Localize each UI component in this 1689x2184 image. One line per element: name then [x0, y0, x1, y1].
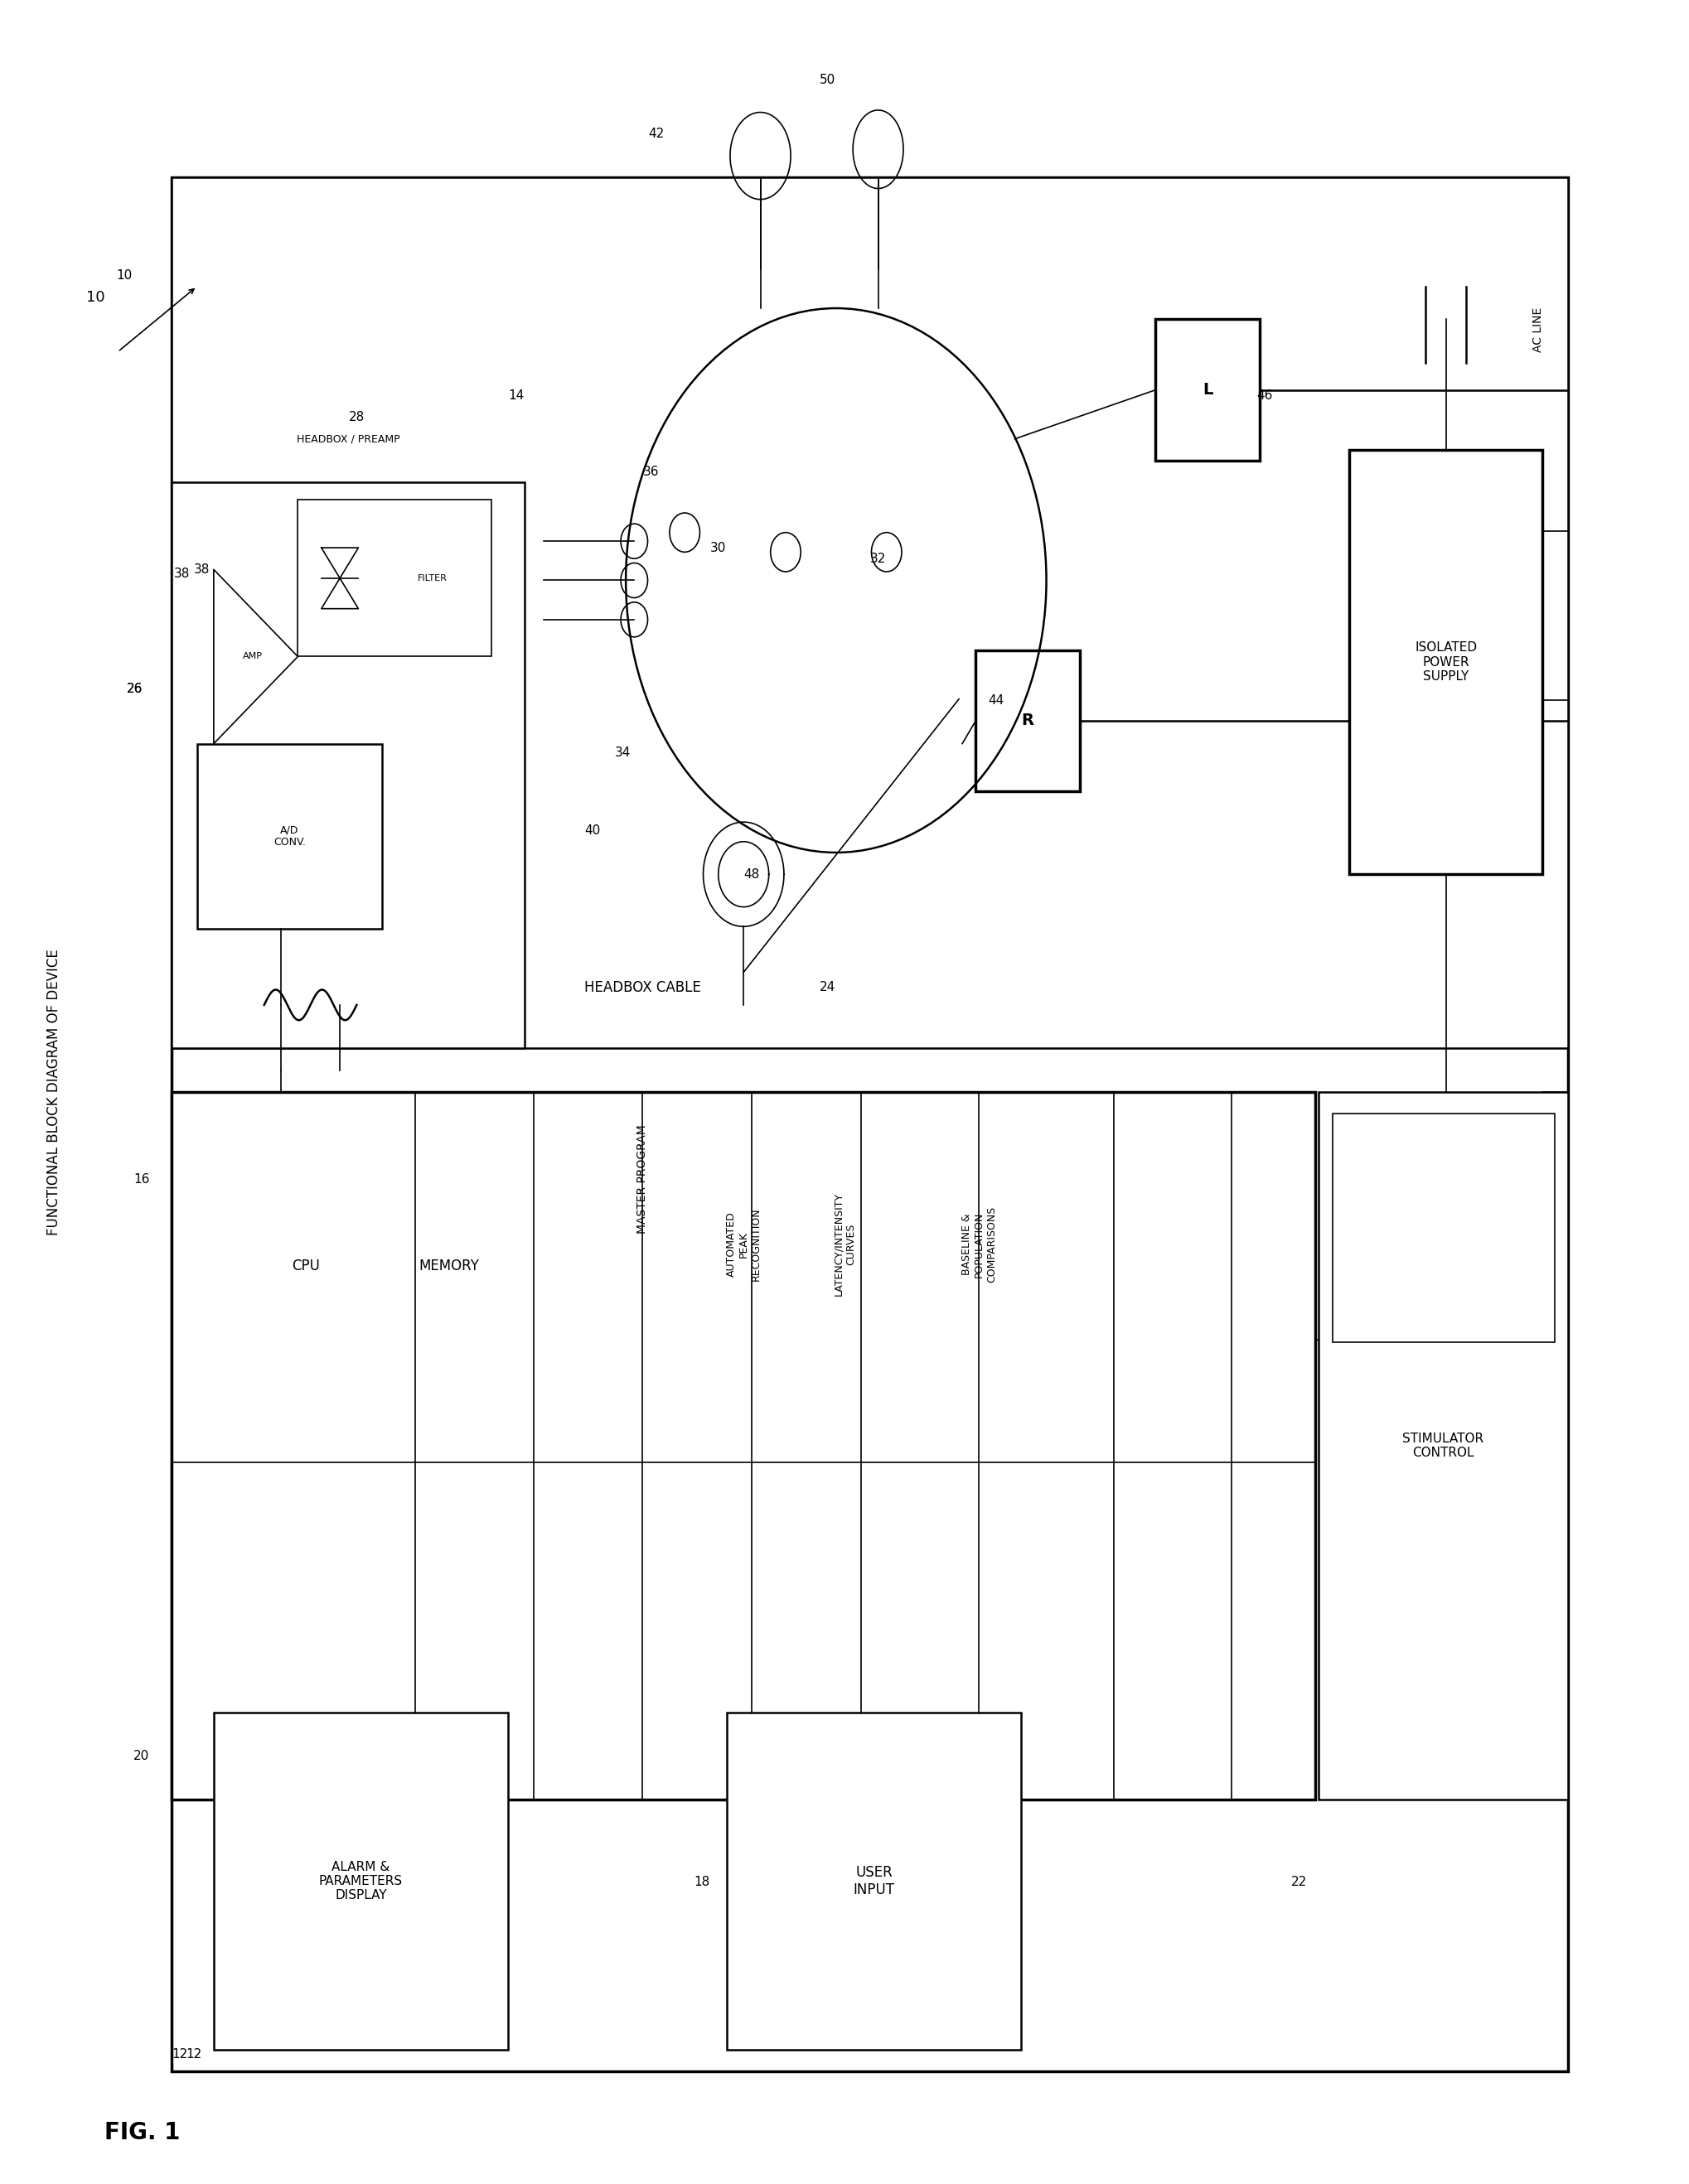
Text: 22: 22	[1290, 1876, 1307, 1889]
Text: ISOLATED
POWER
SUPPLY: ISOLATED POWER SUPPLY	[1415, 642, 1476, 684]
Text: 12: 12	[172, 2049, 187, 2060]
Text: LATENCY/INTENSITY
CURVES: LATENCY/INTENSITY CURVES	[833, 1192, 856, 1297]
Text: 48: 48	[745, 867, 760, 880]
Text: HEADBOX CABLE: HEADBOX CABLE	[584, 981, 701, 996]
Text: AC LINE: AC LINE	[1532, 308, 1544, 352]
Bar	[1155, 319, 1260, 461]
Text: 34: 34	[615, 747, 630, 758]
Text: STIMULATOR
CONTROL: STIMULATOR CONTROL	[1402, 1433, 1485, 1459]
Text: 10: 10	[86, 290, 105, 306]
Bar	[297, 500, 491, 657]
Text: 12: 12	[186, 2049, 201, 2060]
Text: ALARM &
PARAMETERS
DISPLAY: ALARM & PARAMETERS DISPLAY	[319, 1861, 402, 1902]
Text: A/D
CONV.: A/D CONV.	[274, 826, 306, 847]
Bar	[172, 1092, 1316, 1800]
Text: 36: 36	[644, 465, 659, 478]
Text: HEADBOX / PREAMP: HEADBOX / PREAMP	[297, 432, 400, 443]
Bar	[172, 483, 525, 1048]
Text: R: R	[1022, 712, 1034, 729]
Text: 14: 14	[508, 389, 525, 402]
Text: 10: 10	[117, 269, 132, 282]
Bar	[172, 177, 1567, 1048]
Text: BASELINE &
POPULATION
COMPARISONS: BASELINE & POPULATION COMPARISONS	[961, 1206, 997, 1282]
Bar	[726, 1712, 1022, 2051]
Text: FIG. 1: FIG. 1	[105, 2121, 181, 2145]
Text: MASTER PROGRAM: MASTER PROGRAM	[637, 1125, 649, 1234]
Text: 38: 38	[174, 568, 189, 581]
Text: L: L	[1203, 382, 1213, 397]
Bar	[1319, 1092, 1567, 1800]
Bar	[198, 745, 382, 928]
Text: 42: 42	[649, 129, 664, 140]
Text: 38: 38	[194, 563, 209, 577]
Bar	[976, 651, 1079, 791]
Text: FUNCTIONAL BLOCK DIAGRAM OF DEVICE: FUNCTIONAL BLOCK DIAGRAM OF DEVICE	[47, 948, 61, 1236]
Bar	[172, 177, 1567, 2073]
Bar	[1350, 450, 1542, 874]
Text: 46: 46	[1257, 389, 1274, 402]
Text: 50: 50	[819, 74, 836, 85]
Text: 32: 32	[870, 553, 887, 566]
Text: 18: 18	[694, 1876, 709, 1889]
Text: FILTER: FILTER	[417, 574, 448, 583]
Text: 24: 24	[819, 981, 836, 994]
Text: 30: 30	[711, 542, 726, 555]
Text: USER
INPUT: USER INPUT	[853, 1865, 895, 1898]
Text: 40: 40	[584, 826, 600, 836]
Text: MEMORY: MEMORY	[419, 1258, 480, 1273]
Bar	[1333, 1114, 1554, 1343]
Text: 28: 28	[348, 411, 365, 424]
Text: CPU: CPU	[292, 1258, 321, 1273]
Text: 20: 20	[133, 1749, 149, 1762]
Text: 26: 26	[127, 684, 142, 695]
Text: AUTOMATED
PEAK
RECOGNITION: AUTOMATED PEAK RECOGNITION	[726, 1208, 762, 1282]
Text: AMP: AMP	[243, 653, 262, 662]
Text: 16: 16	[133, 1173, 149, 1186]
Text: 44: 44	[988, 695, 1003, 705]
Text: 26: 26	[127, 684, 142, 695]
Polygon shape	[215, 570, 297, 745]
Bar	[215, 1712, 508, 2051]
